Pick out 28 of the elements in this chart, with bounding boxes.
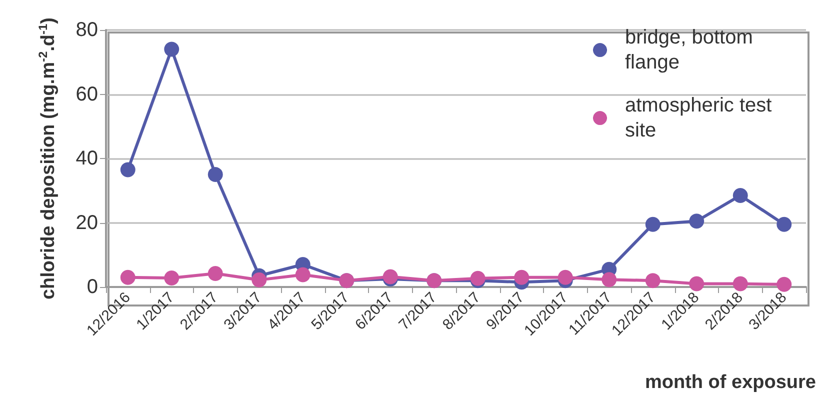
point: [732, 276, 748, 292]
point: [776, 216, 792, 232]
point: [164, 270, 180, 286]
point: [120, 162, 136, 178]
point: [689, 214, 704, 229]
point: [208, 266, 223, 282]
point: [208, 167, 223, 182]
y-axis-title: chloride deposition (mg.m-2.d-1): [36, 17, 59, 300]
point: [164, 42, 180, 57]
point: [645, 273, 660, 288]
point: [602, 272, 617, 288]
point: [252, 272, 267, 288]
y-tick-label: 40: [76, 148, 98, 170]
point: [776, 276, 792, 292]
y-tick-label: 0: [86, 276, 98, 298]
x-axis-title: month of exposure: [644, 372, 816, 393]
point: [645, 216, 660, 232]
point: [120, 270, 136, 285]
y-tick-label: 20: [76, 212, 98, 234]
y-tick-label: 60: [76, 83, 98, 106]
point: [558, 270, 573, 285]
point: [295, 267, 310, 282]
y-tick-label: 80: [76, 19, 98, 41]
legend-label: atmospheric test site: [625, 94, 778, 142]
legend-label: bridge, bottom flange: [625, 26, 758, 74]
point: [689, 276, 704, 292]
point: [514, 270, 530, 285]
point: [732, 188, 748, 203]
